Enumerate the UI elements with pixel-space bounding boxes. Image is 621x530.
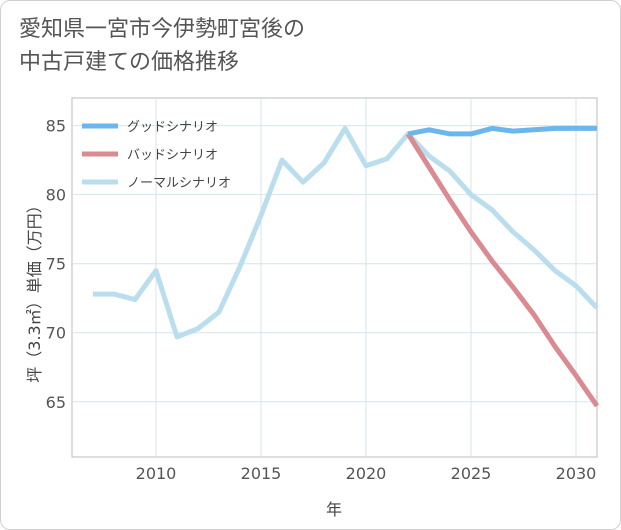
legend-label-1: バッドシナリオ xyxy=(127,148,218,163)
series-line-2 xyxy=(93,125,599,340)
series-line-0 xyxy=(407,125,597,137)
legend-label-2: ノーマルシナリオ xyxy=(127,176,231,191)
series-lines xyxy=(93,125,600,408)
x-tick-label-2020: 2020 xyxy=(346,464,387,483)
chart-title-line-2: 中古戸建ての価格推移 xyxy=(19,50,240,75)
series-line-1 xyxy=(405,132,600,408)
y-tick-label-75: 75 xyxy=(46,255,66,274)
x-axis-label: 年 xyxy=(326,500,342,519)
y-tick-label-65: 65 xyxy=(46,393,66,412)
x-tick-label-2015: 2015 xyxy=(241,464,282,483)
y-tick-label-85: 85 xyxy=(46,117,66,136)
y-tick-label-70: 70 xyxy=(46,324,66,343)
y-axis-label: 坪（3.3㎡）単価（万円） xyxy=(25,197,44,382)
y-axis-ticks: 65 70 75 80 85 xyxy=(46,117,66,412)
x-axis-ticks: 2010 2015 2020 2025 2030 xyxy=(136,464,597,483)
chart-title-line-1: 愛知県一宮市今伊勢町宮後の xyxy=(19,17,306,42)
x-tick-label-2025: 2025 xyxy=(451,464,492,483)
legend-label-0: グッドシナリオ xyxy=(127,120,218,135)
y-tick-label-80: 80 xyxy=(46,186,66,205)
chart-title: 愛知県一宮市今伊勢町宮後の 中古戸建ての価格推移 xyxy=(19,13,305,79)
x-tick-label-2010: 2010 xyxy=(136,464,177,483)
x-tick-label-2030: 2030 xyxy=(556,464,597,483)
grid-lines xyxy=(72,98,597,457)
